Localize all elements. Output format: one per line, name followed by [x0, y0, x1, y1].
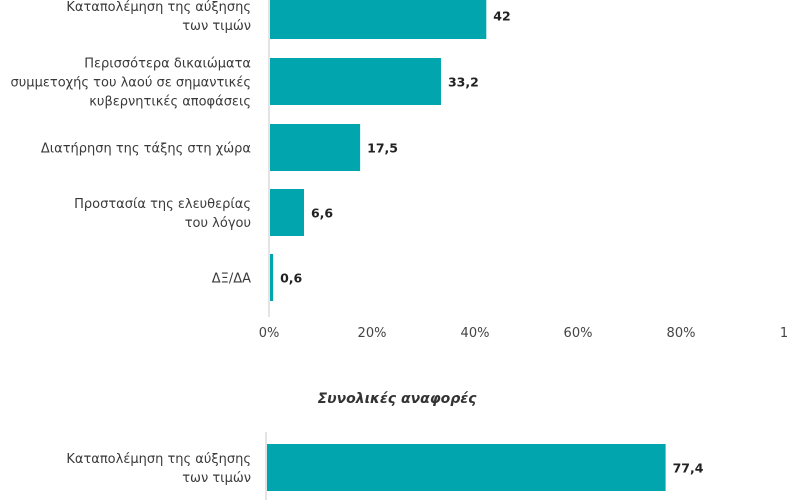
chart-title: Συνολικές αναφορές — [318, 391, 478, 407]
category-label: του λόγου — [185, 216, 251, 231]
category-label: των τιμών — [182, 19, 251, 34]
value-label: 0,6 — [280, 271, 302, 286]
bar-2 — [270, 58, 441, 105]
category-label: Καταπολέμηση της αύξησης — [66, 0, 251, 15]
value-label: 33,2 — [448, 75, 479, 90]
bar-5 — [270, 254, 274, 301]
category-label: Περισσότερα δικαιώματα — [84, 57, 251, 72]
bar-4 — [270, 189, 304, 236]
value-label: 17,5 — [367, 141, 398, 156]
x-tick-label: 40% — [461, 326, 490, 341]
category-label: Προστασία της ελευθερίας — [74, 197, 251, 212]
category-label: Καταπολέμηση της αύξησης — [66, 452, 251, 467]
category-label: των τιμών — [182, 471, 251, 486]
category-label: ΔΞ/ΔΑ — [212, 272, 251, 287]
bar-3 — [270, 124, 361, 171]
category-label: Διατήρηση της τάξης στη χώρα — [41, 142, 251, 157]
bar-1 — [267, 444, 666, 491]
category-label: κυβερνητικές αποφάσεις — [89, 95, 251, 110]
x-tick-label: 1 — [780, 326, 788, 341]
x-tick-label: 80% — [667, 326, 696, 341]
bar-1 — [270, 0, 487, 39]
x-tick-label: 0% — [259, 326, 280, 341]
x-tick-label: 20% — [358, 326, 387, 341]
value-label: 6,6 — [311, 206, 333, 221]
value-label: 77,4 — [673, 461, 704, 476]
category-label: συμμετοχής του λαού σε σημαντικές — [11, 76, 251, 91]
value-label: 42 — [493, 9, 510, 24]
x-tick-label: 60% — [564, 326, 593, 341]
